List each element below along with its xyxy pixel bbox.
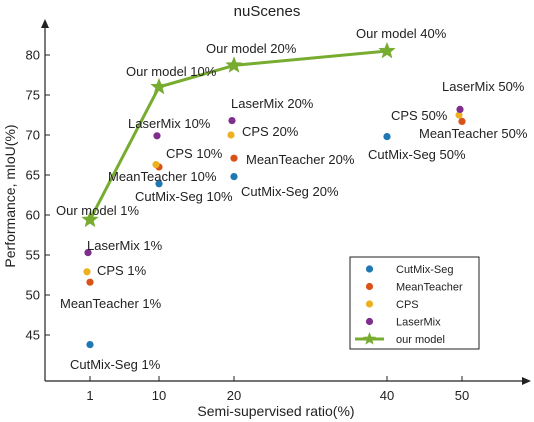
- point-labels: CutMix-Seg 1% CutMix-Seg 10% CutMix-Seg 20…: [56, 26, 528, 372]
- point-label: CPS 1%: [97, 263, 147, 278]
- point-label: MeanTeacher 10%: [108, 169, 217, 184]
- point-label: MeanTeacher 1%: [60, 296, 162, 311]
- point-label: LaserMix 20%: [231, 96, 314, 111]
- y-tick-label: 70: [26, 128, 40, 143]
- x-axis-label: Semi-supervised ratio(%): [197, 403, 354, 419]
- legend-dot-cps: [365, 300, 374, 308]
- point-label: Our model 10%: [126, 64, 217, 79]
- legend-label-cutmix: CutMix-Seg: [396, 264, 453, 276]
- point-label: Our model 40%: [356, 26, 447, 41]
- x-tick-label: 10: [152, 388, 166, 403]
- point-label: MeanTeacher 20%: [246, 152, 355, 167]
- point-label: LaserMix 1%: [87, 238, 163, 253]
- x-axis-arrow: [522, 377, 531, 385]
- dot-marker-cps: [83, 268, 91, 276]
- dot-marker-meanteacher: [458, 117, 466, 125]
- dot-marker-cutmix: [86, 341, 94, 349]
- y-tick-label: 80: [26, 48, 40, 63]
- x-tick-label: 50: [455, 388, 469, 403]
- chart-title: nuScenes: [234, 3, 301, 20]
- dot-marker-cutmix: [155, 180, 163, 188]
- data-marks: [81, 41, 466, 349]
- y-axis-label: Performance, mIoU(%): [2, 124, 18, 267]
- y-tick-label: 45: [26, 328, 40, 343]
- point-label: CutMix-Seg 20%: [241, 184, 339, 199]
- point-label: LaserMix 50%: [442, 79, 525, 94]
- y-tick-label: 65: [26, 168, 40, 183]
- point-label: CPS 50%: [391, 108, 448, 123]
- point-label: Our model 1%: [56, 203, 140, 218]
- y-tick-label: 75: [26, 88, 40, 103]
- y-tick-label: 55: [26, 248, 40, 263]
- dot-marker-lasermix: [228, 117, 236, 125]
- legend-label-ours: our model: [396, 334, 445, 346]
- star-marker-ours: [150, 77, 168, 95]
- dot-marker-cutmix: [230, 173, 238, 181]
- point-label: CutMix-Seg 50%: [368, 147, 466, 162]
- point-label: LaserMix 10%: [128, 116, 211, 131]
- dot-marker-lasermix: [84, 249, 92, 257]
- point-label: MeanTeacher 50%: [419, 126, 528, 141]
- dot-marker-cps: [152, 161, 160, 169]
- x-tick-label: 1: [86, 388, 93, 403]
- point-label: CPS 10%: [166, 146, 223, 161]
- legend: CutMix-Seg MeanTeacher CPS LaserMix our mode…: [349, 256, 480, 350]
- star-marker-ours: [81, 210, 99, 228]
- dot-marker-meanteacher: [86, 278, 94, 286]
- legend-star-ours: [362, 332, 377, 345]
- y-tick-label: 60: [26, 208, 40, 223]
- dot-marker-cps: [227, 131, 235, 139]
- point-label: CPS 20%: [242, 124, 299, 139]
- our-model-line: [88, 49, 388, 221]
- legend-dot-meanteacher: [365, 282, 374, 291]
- dot-marker-lasermix: [456, 105, 464, 113]
- legend-label-meanteacher: MeanTeacher: [396, 282, 463, 294]
- x-tick-label: 20: [227, 388, 241, 403]
- point-label: CutMix-Seg 10%: [135, 189, 233, 204]
- legend-dot-lasermix: [365, 317, 374, 326]
- star-marker-ours: [378, 41, 396, 59]
- point-label: Our model 20%: [206, 41, 297, 56]
- legend-label-cps: CPS: [396, 299, 419, 311]
- dot-marker-cps: [455, 111, 463, 119]
- star-marker-ours: [225, 56, 243, 73]
- y-tick-label: 50: [26, 288, 40, 303]
- axes: 1 10 20 40 50 45 50 55 60 65 70 75 80: [26, 19, 531, 403]
- y-axis-arrow: [41, 19, 49, 28]
- dot-marker-cutmix: [383, 133, 391, 141]
- point-label: CutMix-Seg 1%: [70, 357, 161, 372]
- dot-marker-lasermix: [153, 132, 161, 140]
- dot-marker-meanteacher: [230, 154, 238, 162]
- legend-label-lasermix: LaserMix: [396, 317, 441, 329]
- legend-dot-cutmix: [365, 265, 374, 273]
- x-tick-label: 40: [380, 388, 394, 403]
